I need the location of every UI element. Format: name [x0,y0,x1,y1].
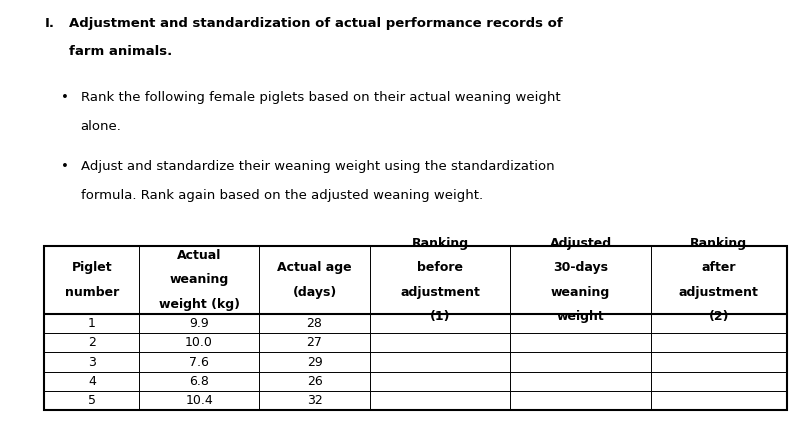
Text: (2): (2) [709,310,729,323]
Text: (days): (days) [292,286,337,298]
Text: Adjustment and standardization of actual performance records of: Adjustment and standardization of actual… [69,17,562,30]
Text: 26: 26 [307,375,323,388]
Text: 2: 2 [88,336,96,349]
Text: alone.: alone. [81,120,122,133]
Text: formula. Rank again based on the adjusted weaning weight.: formula. Rank again based on the adjuste… [81,189,483,202]
Text: 30-days: 30-days [553,261,608,274]
Text: 29: 29 [307,356,323,368]
Text: 6.8: 6.8 [189,375,209,388]
Text: Actual: Actual [177,249,221,262]
Text: 4: 4 [88,375,96,388]
Text: Rank the following female piglets based on their actual weaning weight: Rank the following female piglets based … [81,91,560,104]
Text: Ranking: Ranking [412,237,469,250]
Text: •: • [61,91,69,104]
Text: farm animals.: farm animals. [69,45,172,59]
Text: I.: I. [44,17,54,30]
Text: Adjust and standardize their weaning weight using the standardization: Adjust and standardize their weaning wei… [81,160,554,173]
Text: 27: 27 [307,336,323,349]
Text: adjustment: adjustment [400,286,480,298]
Text: 10.0: 10.0 [185,336,213,349]
Text: number: number [65,286,119,298]
Text: 32: 32 [307,394,323,407]
Text: weight: weight [557,310,604,323]
Text: 28: 28 [307,317,323,330]
Text: 5: 5 [88,394,96,407]
Text: after: after [701,261,736,274]
Text: 9.9: 9.9 [189,317,209,330]
Text: Ranking: Ranking [690,237,747,250]
Text: weaning: weaning [551,286,610,298]
Text: •: • [61,160,69,173]
Text: Adjusted: Adjusted [550,237,612,250]
Text: weight (kg): weight (kg) [158,298,240,311]
Text: before: before [417,261,463,274]
Text: Piglet: Piglet [72,261,112,274]
Text: 7.6: 7.6 [189,356,209,368]
Text: Actual age: Actual age [278,261,352,274]
Text: weaning: weaning [169,274,228,286]
Text: 10.4: 10.4 [185,394,213,407]
Text: 3: 3 [88,356,96,368]
Text: 1: 1 [88,317,96,330]
Text: (1): (1) [430,310,450,323]
Text: adjustment: adjustment [679,286,759,298]
